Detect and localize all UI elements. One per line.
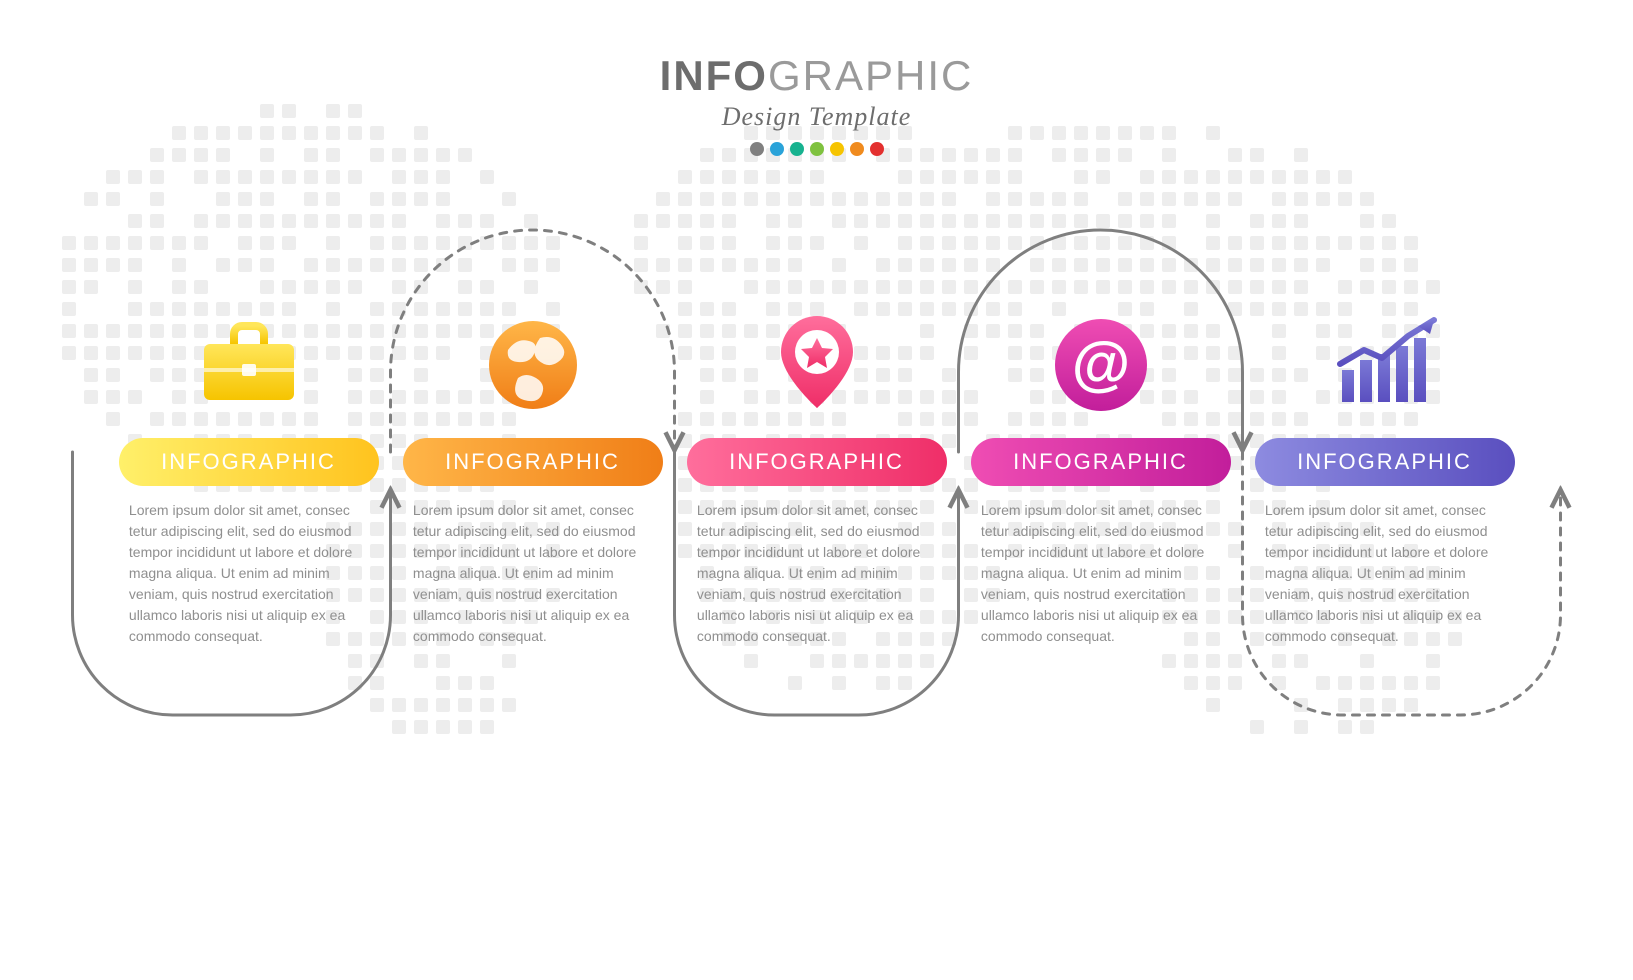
infographic-column: INFOGRAPHIC Lorem ipsum dolor sit amet, c… (1255, 300, 1515, 647)
infographic-column: INFOGRAPHIC Lorem ipsum dolor sit amet, c… (119, 300, 379, 647)
column-body: Lorem ipsum dolor sit amet, consec tetur… (1265, 500, 1504, 647)
column-pill: INFOGRAPHIC (119, 438, 379, 486)
infographic-column: @ INFOGRAPHIC Lorem ipsum dolor sit amet, … (971, 300, 1231, 647)
growth-chart-icon (1330, 300, 1440, 420)
infographic-stage: INFOGRAPHIC Design Template INFOGRAPHICL… (0, 0, 1633, 980)
columns: INFOGRAPHIC Lorem ipsum dolor sit amet, c… (0, 300, 1633, 647)
column-body: Lorem ipsum dolor sit amet, consec tetur… (981, 500, 1220, 647)
column-pill: INFOGRAPHIC (1255, 438, 1515, 486)
column-pill: INFOGRAPHIC (687, 438, 947, 486)
infographic-column: INFOGRAPHIC Lorem ipsum dolor sit amet, c… (687, 300, 947, 647)
column-body: Lorem ipsum dolor sit amet, consec tetur… (697, 500, 936, 647)
svg-text:@: @ (1071, 330, 1130, 397)
column-pill: INFOGRAPHIC (971, 438, 1231, 486)
pin-star-icon (762, 300, 872, 420)
at-sign-icon: @ (1046, 300, 1156, 420)
briefcase-icon (194, 300, 304, 420)
column-body: Lorem ipsum dolor sit amet, consec tetur… (129, 500, 368, 647)
infographic-column: INFOGRAPHIC Lorem ipsum dolor sit amet, c… (403, 300, 663, 647)
column-body: Lorem ipsum dolor sit amet, consec tetur… (413, 500, 652, 647)
column-pill: INFOGRAPHIC (403, 438, 663, 486)
globe-icon (478, 300, 588, 420)
